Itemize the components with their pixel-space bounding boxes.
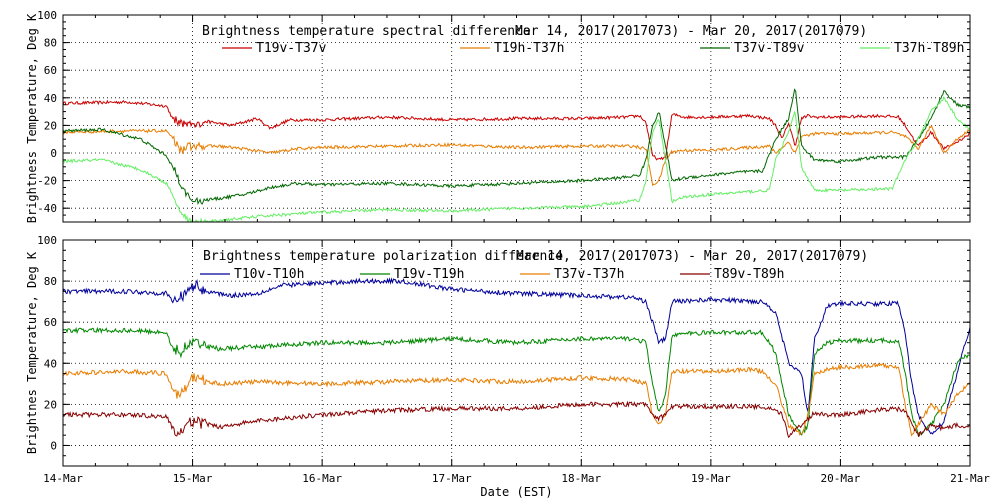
y-tick-label: 20 [44,119,57,132]
y-tick-label: 0 [50,147,57,160]
y-axis-label: Brightness Temperature, Deg K [25,13,39,223]
y-tick-label: 40 [44,357,57,370]
y-tick-label: -20 [37,175,57,188]
panel-date-range: Mar 14, 2017(2017073) - Mar 20, 2017(201… [515,24,867,39]
y-tick-label: -40 [37,202,57,215]
series-line-T37v-T89v [63,88,970,206]
x-tick-label: 21-Mar [950,472,990,485]
legend-label: T37v-T37h [554,267,624,282]
plot-border [62,239,971,467]
legend-label: T19v-T37v [256,41,327,56]
series-line-T19v-T37v [63,99,970,161]
x-tick-label: 14-Mar [43,472,83,485]
series-line-T37h-T89h [63,96,970,222]
panel-title: Brightness temperature polarization diff… [203,249,563,264]
series-line-T19v-T19h [63,326,970,437]
panel-date-range: Mar 14, 2017(2017073) - Mar 20, 2017(201… [516,249,868,264]
legend-label: T37v-T89v [734,41,805,56]
panel-title: Brightness temperature spectral differen… [202,24,531,39]
y-tick-label: 80 [44,275,57,288]
y-tick-label: 80 [44,37,57,50]
legend-label: T19h-T37h [494,41,564,56]
y-tick-label: 100 [37,234,57,247]
x-tick-label: 17-Mar [432,472,472,485]
y-tick-label: 60 [44,316,57,329]
y-axis-label: Brightnes Temperature, Deg K [25,251,39,454]
legend-label: T10v-T10h [234,267,304,282]
legend-label: T19v-T19h [394,267,464,282]
x-tick-label: 20-Mar [821,472,861,485]
series-line-T19h-T37h [63,124,970,187]
x-tick-label: 16-Mar [302,472,342,485]
y-tick-label: 60 [44,64,57,77]
y-tick-label: 0 [50,439,57,452]
series-line-T10v-T10h [63,277,970,435]
series-line-T89v-T89h [63,400,970,439]
x-tick-label: 15-Mar [173,472,213,485]
y-tick-label: 20 [44,398,57,411]
x-tick-label: 18-Mar [561,472,601,485]
legend-label: T89v-T89h [714,267,784,282]
y-tick-label: 100 [37,9,57,22]
y-tick-label: 40 [44,92,57,105]
x-tick-label: 19-Mar [691,472,731,485]
series-line-T37v-T37h [63,362,970,437]
x-axis-label: Date (EST) [480,485,552,499]
legend-label: T37h-T89h [894,41,964,56]
